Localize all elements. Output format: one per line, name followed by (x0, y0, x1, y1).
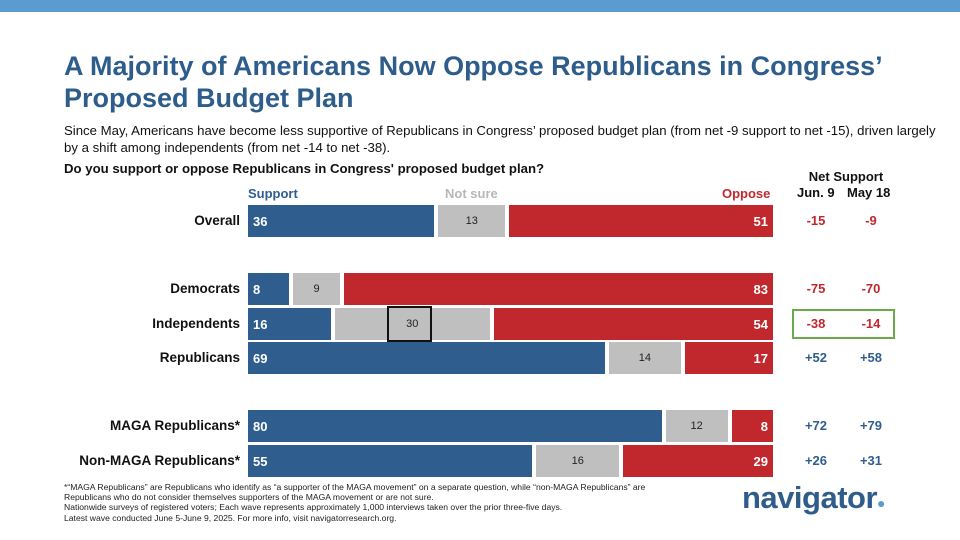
legend-oppose: Oppose (722, 186, 771, 201)
net-jun9-independents: -38 (806, 316, 826, 331)
logo-text: navigator (742, 480, 878, 515)
net-may18-democrats: -70 (861, 281, 881, 296)
bar-oppose-maga-republicans: 8 (731, 410, 773, 442)
legend-support: Support (248, 186, 298, 201)
bar-notsure-non-maga-republicans: 16 (536, 445, 620, 477)
bar-support-maga-republicans: 80 (248, 410, 662, 442)
bar-oppose-republicans: 17 (685, 342, 773, 374)
top-accent-bar (0, 0, 960, 12)
bar-support-non-maga-republicans: 55 (248, 445, 533, 477)
bar-oppose-democrats: 83 (343, 273, 773, 305)
bar-notsure-democrats: 9 (293, 273, 340, 305)
net-may18-republicans: +58 (859, 350, 883, 365)
bar-oppose-overall: 51 (509, 205, 773, 237)
footnote: *“MAGA Republicans” are Republicans who … (64, 482, 646, 523)
bar-notsure-independents: 30 (334, 308, 490, 340)
survey-question: Do you support or oppose Republicans in … (64, 161, 545, 176)
bar-support-overall: 36 (248, 205, 435, 237)
net-may18-independents: -14 (861, 316, 881, 331)
row-label-non-maga-republicans: Non-MAGA Republicans* (79, 453, 240, 468)
row-label-maga-republicans: MAGA Republicans* (109, 418, 240, 433)
net-jun9-overall: -15 (806, 213, 826, 228)
bar-support-republicans: 69 (248, 342, 605, 374)
bar-oppose-independents: 54 (493, 308, 773, 340)
row-label-independents: Independents (152, 316, 240, 331)
independents-net-highlight (792, 309, 895, 339)
row-label-republicans: Republicans (159, 350, 240, 365)
independents-not-sure-highlight (387, 306, 432, 342)
bar-notsure-maga-republicans: 12 (665, 410, 728, 442)
bar-notsure-republicans: 14 (608, 342, 682, 374)
row-label-democrats: Democrats (170, 281, 240, 296)
legend-not-sure: Not sure (445, 186, 498, 201)
navigator-logo: navigator● (742, 480, 885, 516)
page-title: A Majority of Americans Now Oppose Repub… (64, 51, 882, 113)
bar-notsure-overall: 13 (438, 205, 506, 237)
bar-oppose-non-maga-republicans: 29 (623, 445, 773, 477)
bar-support-independents: 16 (248, 308, 331, 340)
net-col-jun9-header: Jun. 9 (797, 185, 835, 200)
net-jun9-maga-republicans: +72 (804, 418, 828, 433)
net-col-may18-header: May 18 (847, 185, 891, 200)
row-label-overall: Overall (194, 213, 240, 228)
bar-support-democrats: 8 (248, 273, 290, 305)
net-may18-maga-republicans: +79 (859, 418, 883, 433)
net-may18-overall: -9 (865, 213, 877, 228)
net-jun9-democrats: -75 (806, 281, 826, 296)
net-may18-non-maga-republicans: +31 (859, 453, 883, 468)
net-jun9-republicans: +52 (804, 350, 828, 365)
logo-dot-icon: ● (877, 495, 885, 511)
net-support-header: Net Support (808, 169, 884, 184)
subtitle: Since May, Americans have become less su… (64, 123, 936, 155)
net-jun9-non-maga-republicans: +26 (804, 453, 828, 468)
